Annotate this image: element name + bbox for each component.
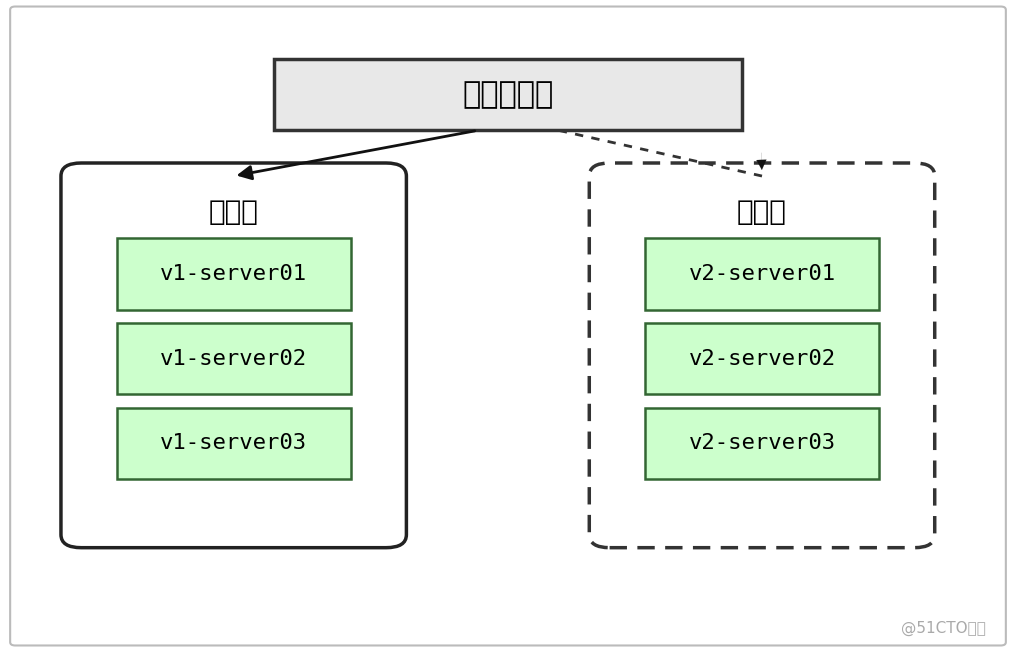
FancyBboxPatch shape [61, 163, 406, 548]
Text: v2-server03: v2-server03 [689, 434, 835, 453]
Text: 老版本: 老版本 [208, 198, 259, 226]
Text: v2-server01: v2-server01 [689, 264, 835, 284]
Text: @51CTO博客: @51CTO博客 [900, 621, 986, 636]
FancyBboxPatch shape [645, 323, 879, 394]
FancyBboxPatch shape [117, 238, 351, 310]
FancyBboxPatch shape [645, 408, 879, 479]
Text: v2-server02: v2-server02 [689, 349, 835, 368]
FancyBboxPatch shape [117, 408, 351, 479]
FancyBboxPatch shape [117, 323, 351, 394]
Text: v1-server01: v1-server01 [161, 264, 307, 284]
FancyBboxPatch shape [10, 7, 1006, 645]
FancyBboxPatch shape [589, 163, 935, 548]
Text: v1-server02: v1-server02 [161, 349, 307, 368]
Text: 新版本: 新版本 [737, 198, 787, 226]
Bar [274, 59, 742, 130]
Text: v1-server03: v1-server03 [161, 434, 307, 453]
Text: 负载、网关: 负载、网关 [462, 80, 554, 109]
FancyBboxPatch shape [645, 238, 879, 310]
